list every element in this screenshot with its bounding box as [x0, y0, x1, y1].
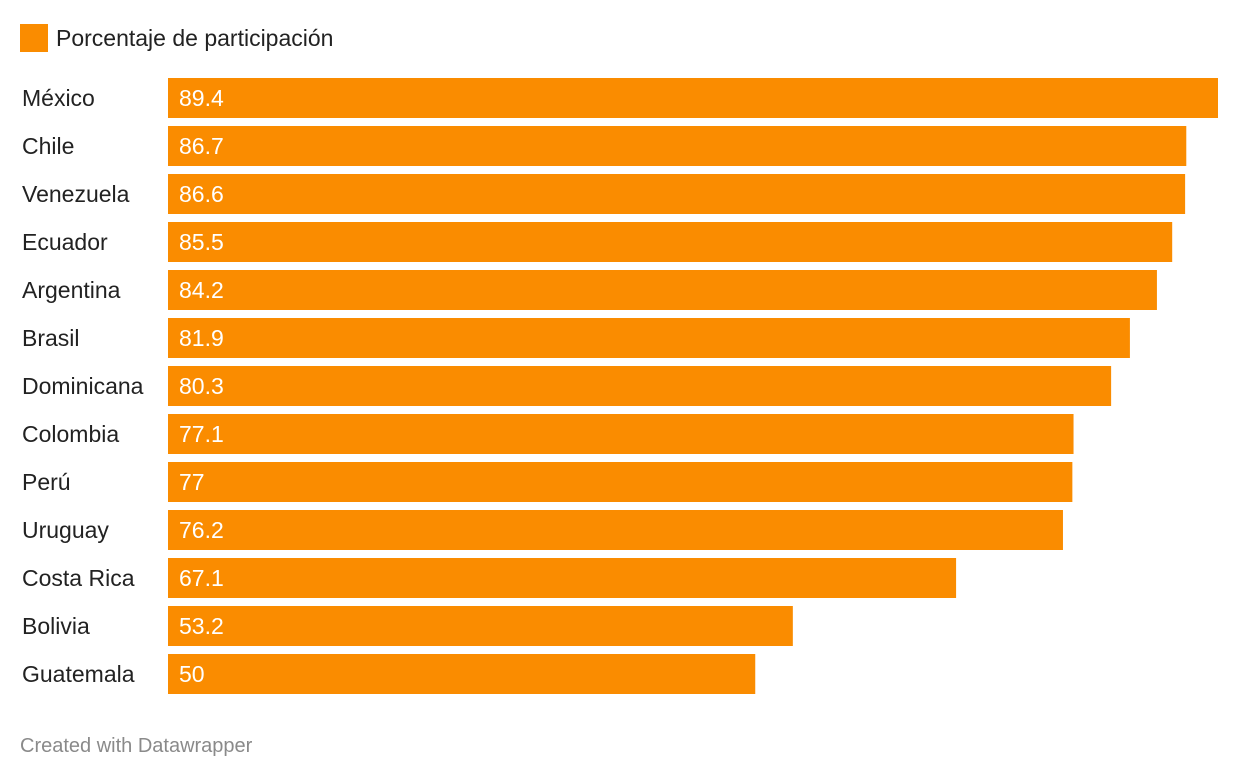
category-label: Bolivia [22, 613, 90, 639]
legend-swatch [20, 24, 48, 52]
bar-value-label: 77 [179, 469, 205, 495]
bar-value-label: 76.2 [179, 517, 224, 543]
bar [168, 606, 793, 646]
category-label: Guatemala [22, 661, 135, 687]
bar [168, 462, 1073, 502]
bar-value-label: 89.4 [179, 85, 224, 111]
bar [168, 270, 1157, 310]
legend-label: Porcentaje de participación [56, 25, 334, 51]
bar [168, 510, 1063, 550]
bar-value-label: 81.9 [179, 325, 224, 351]
bar [168, 318, 1130, 358]
category-label: Ecuador [22, 229, 108, 255]
bar-chart-svg: México 89.4 Chile 86.7 Venezuela 86.6 Ecuador 8… [22, 78, 1218, 694]
bar-value-label: 67.1 [179, 565, 224, 591]
bar [168, 414, 1074, 454]
category-label: Colombia [22, 421, 119, 447]
category-label: Dominicana [22, 373, 144, 399]
bar [168, 654, 756, 694]
bar-value-label: 86.7 [179, 133, 224, 159]
category-label: Venezuela [22, 181, 130, 207]
bar-value-label: 80.3 [179, 373, 224, 399]
bar [168, 558, 957, 598]
bar-value-label: 84.2 [179, 277, 224, 303]
category-label: Uruguay [22, 517, 109, 543]
bar-value-label: 53.2 [179, 613, 224, 639]
bar-value-label: 77.1 [179, 421, 224, 447]
category-label: Costa Rica [22, 565, 135, 591]
bar [168, 366, 1112, 406]
category-label: Argentina [22, 277, 121, 303]
footer-credit: Created with Datawrapper [20, 735, 253, 757]
category-label: Brasil [22, 325, 80, 351]
bar [168, 174, 1186, 214]
category-label: Chile [22, 133, 74, 159]
bar [168, 222, 1173, 262]
bar [168, 78, 1218, 118]
bar-value-label: 50 [179, 661, 205, 687]
bar [168, 126, 1187, 166]
category-label: México [22, 85, 95, 111]
chart-legend: Porcentaje de participación [20, 24, 333, 52]
bar-chart: México 89.4 Chile 86.7 Venezuela 86.6 Ecuador 8… [0, 78, 1240, 694]
bar-value-label: 85.5 [179, 229, 224, 255]
category-label: Perú [22, 469, 71, 495]
bar-value-label: 86.6 [179, 181, 224, 207]
